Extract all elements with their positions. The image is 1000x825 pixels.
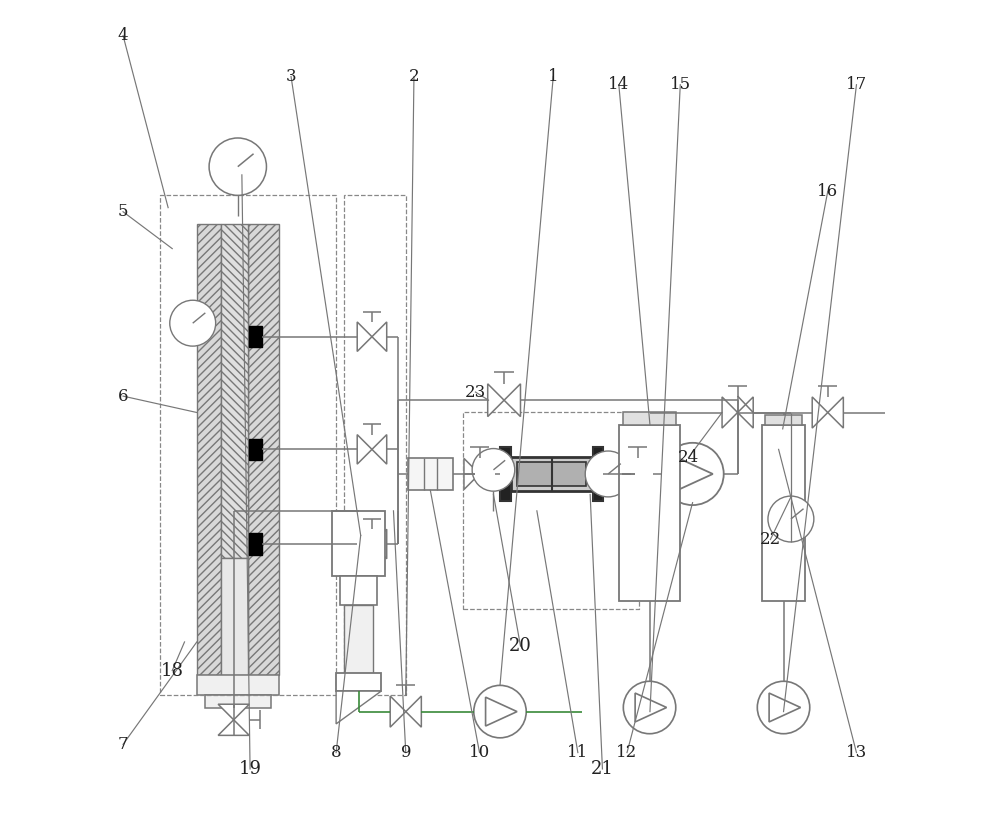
Bar <box>762 425 805 601</box>
Bar <box>336 673 381 691</box>
Text: 5: 5 <box>118 203 128 220</box>
Circle shape <box>585 451 631 497</box>
Bar <box>408 458 453 490</box>
Polygon shape <box>372 322 387 351</box>
Text: 15: 15 <box>670 76 691 93</box>
Bar <box>765 415 802 425</box>
Bar <box>221 224 248 558</box>
Polygon shape <box>336 691 381 724</box>
Bar <box>249 534 262 554</box>
Polygon shape <box>357 435 372 464</box>
Bar <box>249 326 262 347</box>
Polygon shape <box>372 435 387 464</box>
Text: 6: 6 <box>118 388 128 404</box>
Bar <box>160 196 336 695</box>
Polygon shape <box>357 530 372 559</box>
Circle shape <box>623 681 676 733</box>
Text: 12: 12 <box>616 744 638 761</box>
Circle shape <box>472 449 515 491</box>
Circle shape <box>170 300 216 346</box>
Text: 19: 19 <box>239 760 262 778</box>
Polygon shape <box>372 530 387 559</box>
Text: 17: 17 <box>846 76 867 93</box>
Text: 1: 1 <box>548 68 559 85</box>
Text: 11: 11 <box>567 744 588 761</box>
Text: 3: 3 <box>286 68 296 85</box>
Polygon shape <box>622 459 638 489</box>
Text: 22: 22 <box>760 531 781 548</box>
Polygon shape <box>480 459 495 489</box>
Polygon shape <box>218 705 249 719</box>
Bar <box>197 224 221 675</box>
Circle shape <box>661 443 724 505</box>
Text: 8: 8 <box>331 744 341 761</box>
Circle shape <box>757 681 810 733</box>
Polygon shape <box>738 397 753 428</box>
Polygon shape <box>464 459 480 489</box>
Bar <box>517 462 586 486</box>
Polygon shape <box>406 696 421 727</box>
Circle shape <box>474 686 526 738</box>
Text: 16: 16 <box>817 183 838 200</box>
Polygon shape <box>722 397 738 428</box>
Bar <box>205 695 271 708</box>
Bar <box>593 446 603 502</box>
Bar <box>344 196 406 695</box>
Text: 13: 13 <box>846 744 867 761</box>
Text: 14: 14 <box>608 76 629 93</box>
Polygon shape <box>812 397 828 428</box>
Bar <box>619 425 680 601</box>
Text: 2: 2 <box>409 68 419 85</box>
Text: 10: 10 <box>469 744 490 761</box>
Bar <box>332 511 385 577</box>
Polygon shape <box>488 384 504 417</box>
Bar <box>249 439 262 460</box>
Polygon shape <box>635 693 667 722</box>
Circle shape <box>768 496 814 542</box>
Polygon shape <box>675 457 713 491</box>
Bar <box>463 412 639 609</box>
Text: 20: 20 <box>509 637 532 655</box>
Polygon shape <box>504 384 520 417</box>
Polygon shape <box>486 697 517 726</box>
Polygon shape <box>218 719 249 735</box>
Text: 18: 18 <box>161 662 184 680</box>
Bar <box>344 605 373 675</box>
Bar <box>221 558 248 675</box>
Bar <box>340 577 377 605</box>
Bar <box>248 224 279 675</box>
Polygon shape <box>828 397 843 428</box>
Polygon shape <box>638 459 653 489</box>
Bar <box>197 675 279 695</box>
Polygon shape <box>769 693 801 722</box>
Text: 23: 23 <box>465 384 486 400</box>
Text: 4: 4 <box>118 27 128 44</box>
Circle shape <box>209 138 266 196</box>
Text: 21: 21 <box>591 760 614 778</box>
Polygon shape <box>390 696 406 727</box>
Text: 9: 9 <box>401 744 411 761</box>
Bar <box>623 412 676 425</box>
Polygon shape <box>357 322 372 351</box>
Text: 7: 7 <box>118 736 128 753</box>
Text: 24: 24 <box>678 449 699 466</box>
Bar <box>500 446 511 502</box>
Bar <box>511 457 593 491</box>
